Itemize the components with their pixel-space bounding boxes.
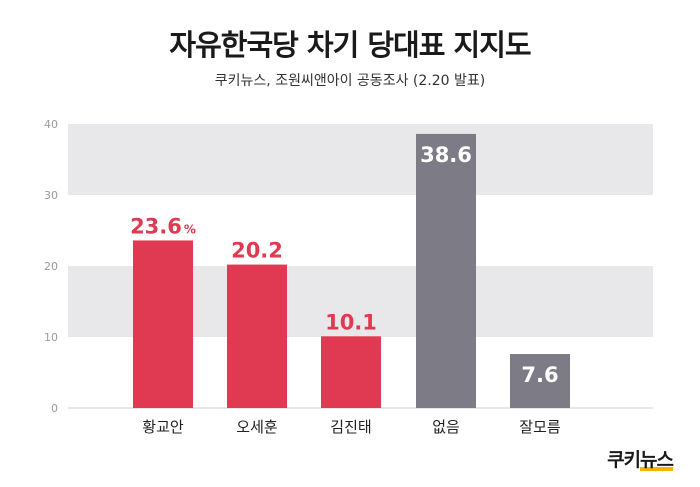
y-tick-label: 20 bbox=[44, 260, 58, 273]
y-tick-label: 40 bbox=[44, 118, 58, 131]
x-tick-label: 황교안 bbox=[142, 418, 184, 436]
chart-subtitle: 쿠키뉴스, 조원씨앤아이 공동조사 (2.20 발표) bbox=[214, 73, 486, 89]
bar-1 bbox=[133, 240, 193, 408]
bar-2 bbox=[227, 264, 287, 408]
y-tick-label: 30 bbox=[44, 189, 58, 202]
grid-band bbox=[68, 124, 653, 195]
y-tick-label: 10 bbox=[44, 331, 58, 344]
x-tick-label: 김진태 bbox=[330, 418, 371, 436]
bar-value-label: 23.6% bbox=[130, 214, 196, 238]
x-tick-label: 없음 bbox=[432, 418, 460, 436]
bar-3 bbox=[321, 336, 381, 408]
x-tick-label: 잘모름 bbox=[519, 418, 561, 436]
x-tick-label: 오세훈 bbox=[236, 418, 277, 436]
kuki-news-logo: 쿠키뉴스 bbox=[607, 445, 674, 472]
bar-value-label: 10.1 bbox=[325, 310, 377, 334]
bar-4 bbox=[416, 133, 476, 408]
bar-value-label: 7.6 bbox=[521, 363, 558, 387]
logo-text-accent: 뉴스 bbox=[640, 449, 674, 471]
y-tick-label: 0 bbox=[51, 402, 58, 415]
bar-value-label: 20.2 bbox=[231, 239, 283, 263]
chart-title: 자유한국당 차기 당대표 지지도 bbox=[169, 28, 531, 62]
logo-text-main: 쿠키 bbox=[607, 449, 641, 471]
bar-5 bbox=[510, 354, 570, 408]
bar-value-label: 38.6 bbox=[420, 143, 472, 167]
